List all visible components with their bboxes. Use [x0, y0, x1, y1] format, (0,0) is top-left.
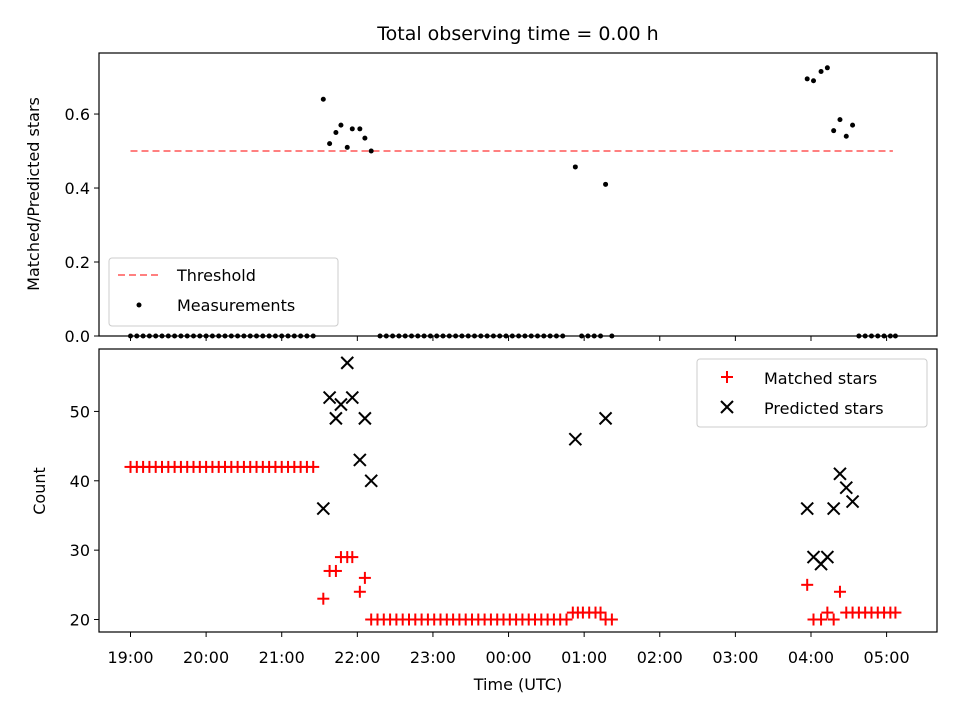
measurement-point — [320, 96, 326, 102]
legend-matched-swatch — [721, 371, 733, 383]
ratio-legend: Threshold Measurements — [108, 257, 339, 327]
x-tick-label: 01:00 — [561, 648, 607, 667]
predicted-star-point — [820, 550, 835, 564]
measurement-point — [344, 144, 350, 150]
predicted-star-point — [826, 501, 841, 516]
measurement-point — [818, 68, 824, 74]
predicted-star-point — [845, 494, 860, 509]
measurement-point — [368, 148, 374, 154]
x-axis-label: Time (UTC) — [473, 675, 562, 694]
ratio-panel: Total observing time = 0.00 h Matched/Pr… — [24, 23, 938, 346]
measurement-point — [824, 65, 830, 71]
legend-box — [696, 358, 928, 428]
measurement-point — [603, 181, 609, 187]
x-tick-label: 23:00 — [410, 648, 456, 667]
x-tick-label: 22:00 — [334, 648, 380, 667]
count-y-axis-label: Count — [30, 467, 49, 515]
predicted-star-point — [358, 411, 372, 426]
predicted-star-point — [568, 432, 583, 446]
y-tick-label: 0.2 — [65, 253, 90, 272]
x-tick-label: 04:00 — [788, 648, 834, 667]
count-legend: Matched stars Predicted stars — [696, 358, 928, 428]
measurement-point — [811, 78, 817, 84]
predicted-star-point — [316, 501, 331, 516]
measurement-point — [338, 122, 344, 128]
y-tick-label: 50 — [70, 402, 90, 421]
measurement-point — [327, 141, 333, 147]
predicted-star-point — [345, 390, 359, 405]
predicted-star-point — [329, 411, 343, 426]
measurement-point — [349, 126, 355, 132]
count-plot-area — [124, 356, 902, 626]
predicted-star-point — [340, 356, 354, 370]
measurement-point — [843, 133, 849, 139]
x-tick-label: 00:00 — [485, 648, 531, 667]
legend-measurements-swatch — [136, 302, 142, 308]
measurement-point — [804, 76, 810, 82]
chart-title: Total observing time = 0.00 h — [376, 23, 658, 45]
x-tick-label: 03:00 — [712, 648, 758, 667]
matched-star-point — [358, 571, 371, 584]
matched-star-point — [827, 613, 840, 626]
x-tick-label: 20:00 — [183, 648, 229, 667]
x-tick-label: 21:00 — [259, 648, 305, 667]
y-tick-label: 40 — [70, 472, 90, 491]
ratio-axes-frame — [98, 52, 938, 337]
count-y-ticks: 20 30 40 50 — [70, 402, 99, 630]
predicted-star-point — [364, 474, 378, 488]
matched-star-point — [307, 460, 320, 473]
ratio-x-ticks — [130, 336, 888, 341]
count-x-ticks: 19:00 20:00 21:00 22:00 23:00 00:00 01:00 02:00… — [107, 632, 910, 667]
count-axes-frame — [98, 348, 938, 633]
x-tick-label: 19:00 — [107, 648, 153, 667]
legend-predicted-swatch — [720, 400, 734, 414]
measurement-point — [357, 126, 363, 132]
y-tick-label: 20 — [70, 611, 90, 630]
matched-star-point — [801, 578, 814, 591]
legend-box — [108, 257, 339, 327]
y-tick-label: 30 — [70, 541, 90, 560]
matched-star-point — [560, 613, 573, 626]
matched-star-point — [889, 606, 902, 619]
legend-measurements-label: Measurements — [177, 296, 295, 315]
predicted-star-point — [334, 397, 348, 412]
ratio-y-ticks: 0.0 0.2 0.4 0.6 — [65, 105, 99, 346]
matched-star-point — [815, 613, 828, 626]
predicted-star-point — [353, 453, 367, 467]
matched-star-point — [353, 585, 366, 598]
predicted-star-point — [800, 501, 814, 516]
legend-threshold-label: Threshold — [176, 266, 256, 285]
y-tick-label: 0.4 — [65, 179, 90, 198]
predicted-star-point — [833, 467, 847, 481]
matched-star-point — [346, 551, 359, 564]
y-tick-label: 0.6 — [65, 105, 90, 124]
legend-matched-label: Matched stars — [764, 369, 877, 388]
predicted-star-point — [598, 411, 613, 426]
measurement-point — [831, 128, 837, 134]
measurement-point — [837, 117, 843, 123]
measurement-point — [362, 135, 368, 141]
matched-star-point — [317, 592, 330, 605]
measurement-point — [572, 164, 578, 170]
predicted-star-point — [839, 481, 853, 495]
x-tick-label: 05:00 — [864, 648, 910, 667]
ratio-y-axis-label: Matched/Predicted stars — [24, 97, 43, 291]
matched-star-point — [605, 613, 618, 626]
matched-star-point — [833, 585, 846, 598]
x-tick-label: 02:00 — [637, 648, 683, 667]
measurement-point — [850, 122, 856, 128]
legend-predicted-label: Predicted stars — [764, 399, 884, 418]
predicted-star-point — [322, 390, 337, 405]
matched-star-point — [329, 564, 342, 577]
measurement-point — [333, 130, 339, 136]
matched-star-point — [821, 606, 834, 619]
count-panel: Count 20 30 40 50 19:00 20:00 21:00 22:00 23:00… — [30, 348, 938, 694]
y-tick-label: 0.0 — [65, 327, 90, 346]
matched-star-point — [594, 606, 607, 619]
